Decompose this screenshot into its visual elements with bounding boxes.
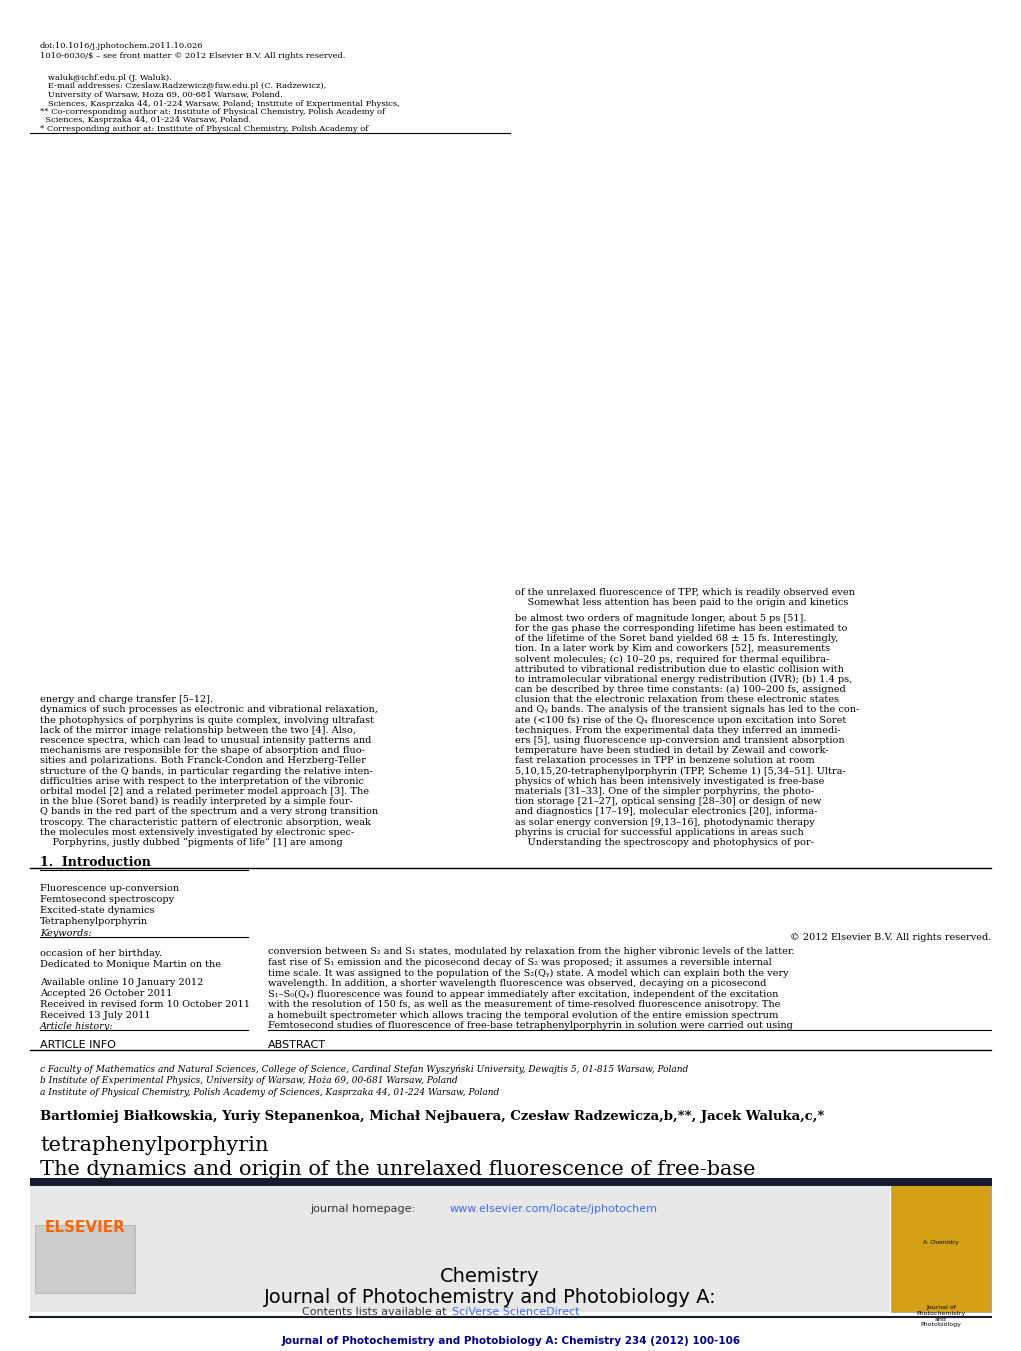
Text: a homebuilt spectrometer which allows tracing the temporal evolution of the enti: a homebuilt spectrometer which allows tr…	[268, 1011, 778, 1020]
Text: Q bands in the red part of the spectrum and a very strong transition: Q bands in the red part of the spectrum …	[40, 808, 378, 816]
Text: waluk@ichf.edu.pl (J. Waluk).: waluk@ichf.edu.pl (J. Waluk).	[40, 74, 172, 82]
Text: materials [31–33]. One of the simpler porphyrins, the photo-: materials [31–33]. One of the simpler po…	[515, 788, 814, 796]
Text: and diagnostics [17–19], molecular electronics [20], informa-: and diagnostics [17–19], molecular elect…	[515, 808, 818, 816]
Text: dynamics of such processes as electronic and vibrational relaxation,: dynamics of such processes as electronic…	[40, 705, 378, 715]
Text: E-mail addresses: Czeslaw.Radzewicz@fuw.edu.pl (C. Radzewicz),: E-mail addresses: Czeslaw.Radzewicz@fuw.…	[40, 82, 327, 91]
Text: be almost two orders of magnitude longer, about 5 ps [51].: be almost two orders of magnitude longer…	[515, 613, 807, 623]
Text: ABSTRACT: ABSTRACT	[268, 1040, 326, 1050]
Text: tetraphenylporphyrin: tetraphenylporphyrin	[40, 1136, 269, 1155]
Text: fast rise of S₁ emission and the picosecond decay of S₂ was proposed; it assumes: fast rise of S₁ emission and the picosec…	[268, 958, 772, 967]
Text: Journal of Photochemistry and Photobiology A:: Journal of Photochemistry and Photobiolo…	[263, 1288, 717, 1306]
Text: ELSEVIER: ELSEVIER	[45, 1220, 126, 1235]
Text: of the lifetime of the Soret band yielded 68 ± 15 fs. Interestingly,: of the lifetime of the Soret band yielde…	[515, 634, 838, 643]
Text: Received in revised form 10 October 2011: Received in revised form 10 October 2011	[40, 1000, 250, 1009]
Text: Dedicated to Monique Martin on the: Dedicated to Monique Martin on the	[40, 961, 221, 969]
Text: wavelength. In addition, a shorter wavelength fluorescence was observed, decayin: wavelength. In addition, a shorter wavel…	[268, 979, 767, 988]
Text: the molecules most extensively investigated by electronic spec-: the molecules most extensively investiga…	[40, 828, 354, 836]
Text: physics of which has been intensively investigated is free-base: physics of which has been intensively in…	[515, 777, 824, 786]
Bar	[35, 1225, 135, 1293]
Text: tion. In a later work by Kim and coworkers [52], measurements: tion. In a later work by Kim and coworke…	[515, 644, 830, 653]
Text: orbital model [2] and a related perimeter model approach [3]. The: orbital model [2] and a related perimete…	[40, 788, 369, 796]
Text: to intramolecular vibrational energy redistribution (IVR); (b) 1.4 ps,: to intramolecular vibrational energy red…	[515, 674, 853, 684]
Text: temperature have been studied in detail by Zewail and cowork-: temperature have been studied in detail …	[515, 746, 829, 755]
Text: ers [5], using fluorescence up-conversion and transient absorption: ers [5], using fluorescence up-conversio…	[515, 736, 844, 744]
Text: S₁–S₀(Qₓ) fluorescence was found to appear immediately after excitation, indepen: S₁–S₀(Qₓ) fluorescence was found to appe…	[268, 989, 778, 998]
Text: as solar energy conversion [9,13–16], photodynamic therapy: as solar energy conversion [9,13–16], ph…	[515, 817, 815, 827]
Text: energy and charge transfer [5–12].: energy and charge transfer [5–12].	[40, 696, 213, 704]
Text: The dynamics and origin of the unrelaxed fluorescence of free-base: The dynamics and origin of the unrelaxed…	[40, 1161, 756, 1179]
Text: doi:10.1016/j.jphotochem.2011.10.026: doi:10.1016/j.jphotochem.2011.10.026	[40, 42, 203, 50]
Text: University of Warsaw, Hoża 69, 00-681 Warsaw, Poland.: University of Warsaw, Hoża 69, 00-681 Wa…	[40, 91, 283, 99]
Text: Fluorescence up-conversion: Fluorescence up-conversion	[40, 884, 179, 893]
Text: attributed to vibrational redistribution due to elastic collision with: attributed to vibrational redistribution…	[515, 665, 844, 674]
Text: b Institute of Experimental Physics, University of Warsaw, Hoża 69, 00-681 Warsa: b Institute of Experimental Physics, Uni…	[40, 1075, 457, 1085]
Text: Porphyrins, justly dubbed “pigments of life” [1] are among: Porphyrins, justly dubbed “pigments of l…	[40, 838, 343, 847]
Text: sities and polarizations. Both Franck-Condon and Herzberg-Teller: sities and polarizations. Both Franck-Co…	[40, 757, 366, 766]
Text: solvent molecules; (c) 10–20 ps, required for thermal equilibra-: solvent molecules; (c) 10–20 ps, require…	[515, 654, 829, 663]
Text: time scale. It was assigned to the population of the S₂(Qᵧ) state. A model which: time scale. It was assigned to the popul…	[268, 969, 788, 978]
Text: c Faculty of Mathematics and Natural Sciences, College of Science, Cardinal Stef: c Faculty of Mathematics and Natural Sci…	[40, 1065, 688, 1074]
Text: Sciences, Kasprzaka 44, 01-224 Warsaw, Poland; Institute of Experimental Physics: Sciences, Kasprzaka 44, 01-224 Warsaw, P…	[40, 100, 400, 108]
Text: phyrins is crucial for successful applications in areas such: phyrins is crucial for successful applic…	[515, 828, 804, 836]
Text: for the gas phase the corresponding lifetime has been estimated to: for the gas phase the corresponding life…	[515, 624, 847, 632]
Text: Bartłomiej Białkowskia, Yuriy Stepanenkoa, Michał Nejbauera, Czesław Radzewicza,: Bartłomiej Białkowskia, Yuriy Stepanenko…	[40, 1111, 824, 1123]
Text: with the resolution of 150 fs, as well as the measurement of time-resolved fluor: with the resolution of 150 fs, as well a…	[268, 1000, 780, 1009]
Text: Keywords:: Keywords:	[40, 929, 92, 938]
Text: occasion of her birthday.: occasion of her birthday.	[40, 948, 162, 958]
Text: 1010-6030/$ – see front matter © 2012 Elsevier B.V. All rights reserved.: 1010-6030/$ – see front matter © 2012 El…	[40, 51, 345, 59]
Text: Sciences, Kasprzaka 44, 01-224 Warsaw, Poland.: Sciences, Kasprzaka 44, 01-224 Warsaw, P…	[40, 116, 251, 124]
Text: Available online 10 January 2012: Available online 10 January 2012	[40, 978, 203, 988]
Text: techniques. From the experimental data they inferred an immedi-: techniques. From the experimental data t…	[515, 725, 840, 735]
Text: ate (<100 fs) rise of the Qₓ fluorescence upon excitation into Soret: ate (<100 fs) rise of the Qₓ fluorescenc…	[515, 716, 846, 724]
Text: SciVerse ScienceDirect: SciVerse ScienceDirect	[452, 1306, 580, 1317]
Text: Femtosecond studies of fluorescence of free-base tetraphenylporphyrin in solutio: Femtosecond studies of fluorescence of f…	[268, 1021, 793, 1029]
Text: ARTICLE INFO: ARTICLE INFO	[40, 1040, 115, 1050]
Text: lack of the mirror image relationship between the two [4]. Also,: lack of the mirror image relationship be…	[40, 725, 356, 735]
Text: ** Co-corresponding author at: Institute of Physical Chemistry, Polish Academy o: ** Co-corresponding author at: Institute…	[40, 108, 385, 116]
Text: 5,10,15,20-tetraphenylporphyrin (TPP, Scheme 1) [5,34–51]. Ultra-: 5,10,15,20-tetraphenylporphyrin (TPP, Sc…	[515, 766, 845, 775]
Bar	[30, 1185, 890, 1312]
Text: Accepted 26 October 2011: Accepted 26 October 2011	[40, 989, 173, 998]
Text: and Qᵧ bands. The analysis of the transient signals has led to the con-: and Qᵧ bands. The analysis of the transi…	[515, 705, 860, 715]
Text: Excited-state dynamics: Excited-state dynamics	[40, 907, 154, 915]
Text: can be described by three time constants: (a) 100–200 fs, assigned: can be described by three time constants…	[515, 685, 845, 694]
Text: Contents lists available at: Contents lists available at	[302, 1306, 450, 1317]
Text: Journal of Photochemistry and Photobiology A: Chemistry 234 (2012) 100-106: Journal of Photochemistry and Photobiolo…	[282, 1336, 740, 1346]
Text: Received 13 July 2011: Received 13 July 2011	[40, 1011, 151, 1020]
Text: troscopy. The characteristic pattern of electronic absorption, weak: troscopy. The characteristic pattern of …	[40, 817, 371, 827]
Text: clusion that the electronic relaxation from these electronic states: clusion that the electronic relaxation f…	[515, 696, 839, 704]
Text: rescence spectra, which can lead to unusual intensity patterns and: rescence spectra, which can lead to unus…	[40, 736, 372, 744]
Text: conversion between S₂ and S₁ states, modulated by relaxation from the higher vib: conversion between S₂ and S₁ states, mod…	[268, 947, 794, 957]
Text: Tetraphenylporphyrin: Tetraphenylporphyrin	[40, 917, 148, 925]
Bar	[891, 1185, 991, 1312]
Text: fast relaxation processes in TPP in benzene solution at room: fast relaxation processes in TPP in benz…	[515, 757, 815, 766]
Text: www.elsevier.com/locate/jphotochem: www.elsevier.com/locate/jphotochem	[450, 1204, 658, 1215]
Text: Article history:: Article history:	[40, 1021, 113, 1031]
Text: Somewhat less attention has been paid to the origin and kinetics: Somewhat less attention has been paid to…	[515, 598, 848, 608]
Bar	[30, 1178, 992, 1186]
Text: Femtosecond spectroscopy: Femtosecond spectroscopy	[40, 894, 175, 904]
Text: a Institute of Physical Chemistry, Polish Academy of Sciences, Kasprzaka 44, 01-: a Institute of Physical Chemistry, Polis…	[40, 1088, 499, 1097]
Text: the photophysics of porphyrins is quite complex, involving ultrafast: the photophysics of porphyrins is quite …	[40, 716, 374, 724]
Text: © 2012 Elsevier B.V. All rights reserved.: © 2012 Elsevier B.V. All rights reserved…	[789, 934, 991, 942]
Text: * Corresponding author at: Institute of Physical Chemistry, Polish Academy of: * Corresponding author at: Institute of …	[40, 126, 369, 132]
Text: of the unrelaxed fluorescence of TPP, which is readily observed even: of the unrelaxed fluorescence of TPP, wh…	[515, 588, 855, 597]
Text: in the blue (Soret band) is readily interpreted by a simple four-: in the blue (Soret band) is readily inte…	[40, 797, 353, 807]
Text: 1.  Introduction: 1. Introduction	[40, 857, 151, 869]
Text: A: Chemistry: A: Chemistry	[923, 1240, 959, 1246]
Text: mechanisms are responsible for the shape of absorption and fluo-: mechanisms are responsible for the shape…	[40, 746, 364, 755]
Text: Chemistry: Chemistry	[440, 1267, 540, 1286]
Text: structure of the Q bands, in particular regarding the relative inten-: structure of the Q bands, in particular …	[40, 766, 373, 775]
Text: Journal of
Photochemistry
and
Photobiology: Journal of Photochemistry and Photobiolo…	[917, 1305, 966, 1328]
Text: Understanding the spectroscopy and photophysics of por-: Understanding the spectroscopy and photo…	[515, 838, 814, 847]
Text: difficulties arise with respect to the interpretation of the vibronic: difficulties arise with respect to the i…	[40, 777, 364, 786]
Text: tion storage [21–27], optical sensing [28–30] or design of new: tion storage [21–27], optical sensing [2…	[515, 797, 821, 807]
Text: journal homepage:: journal homepage:	[310, 1204, 419, 1215]
